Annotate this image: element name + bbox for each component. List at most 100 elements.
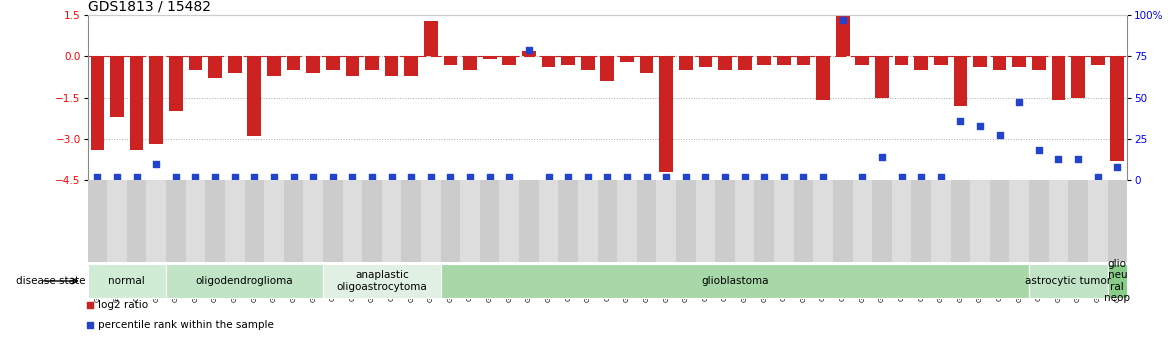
Point [107, 174, 126, 179]
Point [1010, 100, 1029, 105]
Bar [715, 180, 735, 262]
Bar [208, 56, 222, 78]
Text: oligodendroglioma: oligodendroglioma [196, 276, 293, 286]
Bar [346, 56, 360, 76]
Point [755, 174, 773, 179]
Point [892, 174, 911, 179]
Bar [755, 180, 774, 262]
Bar [891, 180, 911, 262]
Point [696, 174, 715, 179]
Bar [264, 180, 284, 262]
Bar [993, 56, 1007, 70]
Bar [931, 180, 951, 262]
Bar [228, 56, 242, 73]
Bar [480, 180, 500, 262]
Bar [267, 56, 280, 76]
Bar [558, 180, 578, 262]
Point [951, 118, 969, 124]
Bar [989, 180, 1009, 262]
Point [794, 174, 813, 179]
Point [814, 174, 833, 179]
Bar [598, 180, 617, 262]
Point [206, 174, 224, 179]
Bar [482, 56, 496, 59]
Point [382, 174, 401, 179]
Point [324, 174, 342, 179]
Bar [306, 56, 320, 73]
Point [931, 174, 950, 179]
Bar [150, 56, 164, 144]
Point [1089, 174, 1107, 179]
Bar [402, 180, 420, 262]
Bar [578, 180, 598, 262]
Bar [284, 180, 304, 262]
Text: glioblastoma: glioblastoma [701, 276, 769, 286]
Text: percentile rank within the sample: percentile rank within the sample [98, 320, 273, 330]
Bar [620, 56, 634, 62]
Point [656, 174, 675, 179]
Bar [502, 56, 516, 65]
Bar [324, 264, 440, 298]
Text: normal: normal [109, 276, 145, 286]
Bar [813, 180, 833, 262]
Point [500, 174, 519, 179]
Bar [679, 56, 693, 70]
Text: anaplastic
oligoastrocytoma: anaplastic oligoastrocytoma [336, 270, 427, 292]
Bar [538, 180, 558, 262]
Bar [656, 180, 676, 262]
Bar [774, 180, 794, 262]
Text: astrocytic tumor: astrocytic tumor [1026, 276, 1111, 286]
Bar [1111, 56, 1124, 161]
Bar [1107, 264, 1127, 298]
Point [422, 174, 440, 179]
Bar [836, 15, 849, 56]
Bar [130, 56, 144, 150]
Bar [500, 180, 519, 262]
Bar [304, 180, 324, 262]
Point [1029, 148, 1048, 153]
Point [638, 174, 656, 179]
Point [442, 174, 460, 179]
Bar [617, 180, 637, 262]
Point [265, 174, 284, 179]
Bar [186, 180, 206, 262]
Bar [757, 56, 771, 65]
Bar [698, 56, 712, 67]
Bar [637, 180, 656, 262]
Point [736, 174, 755, 179]
Bar [91, 56, 104, 150]
Bar [875, 56, 889, 98]
Bar [580, 56, 595, 70]
Point [284, 174, 303, 179]
Bar [248, 56, 262, 136]
Bar [973, 56, 987, 67]
Bar [440, 180, 460, 262]
Point [343, 174, 362, 179]
Bar [324, 180, 342, 262]
Point [460, 174, 479, 179]
Bar [127, 180, 146, 262]
Bar [342, 180, 362, 262]
Bar [88, 264, 166, 298]
Point [1069, 156, 1087, 161]
Bar [286, 56, 300, 70]
Point [1108, 164, 1127, 169]
Point [402, 174, 420, 179]
Bar [225, 180, 244, 262]
Bar [1009, 180, 1029, 262]
Bar [777, 56, 791, 65]
Point [127, 174, 146, 179]
Bar [326, 56, 340, 70]
Point [676, 174, 695, 179]
Point [618, 174, 637, 179]
Bar [562, 56, 575, 65]
Bar [404, 56, 418, 76]
Point [362, 174, 381, 179]
Point [186, 174, 204, 179]
Point [872, 154, 891, 160]
Point [245, 174, 264, 179]
Bar [640, 56, 653, 73]
Bar [424, 20, 438, 56]
Point [834, 17, 853, 23]
Text: log2 ratio: log2 ratio [98, 300, 148, 310]
